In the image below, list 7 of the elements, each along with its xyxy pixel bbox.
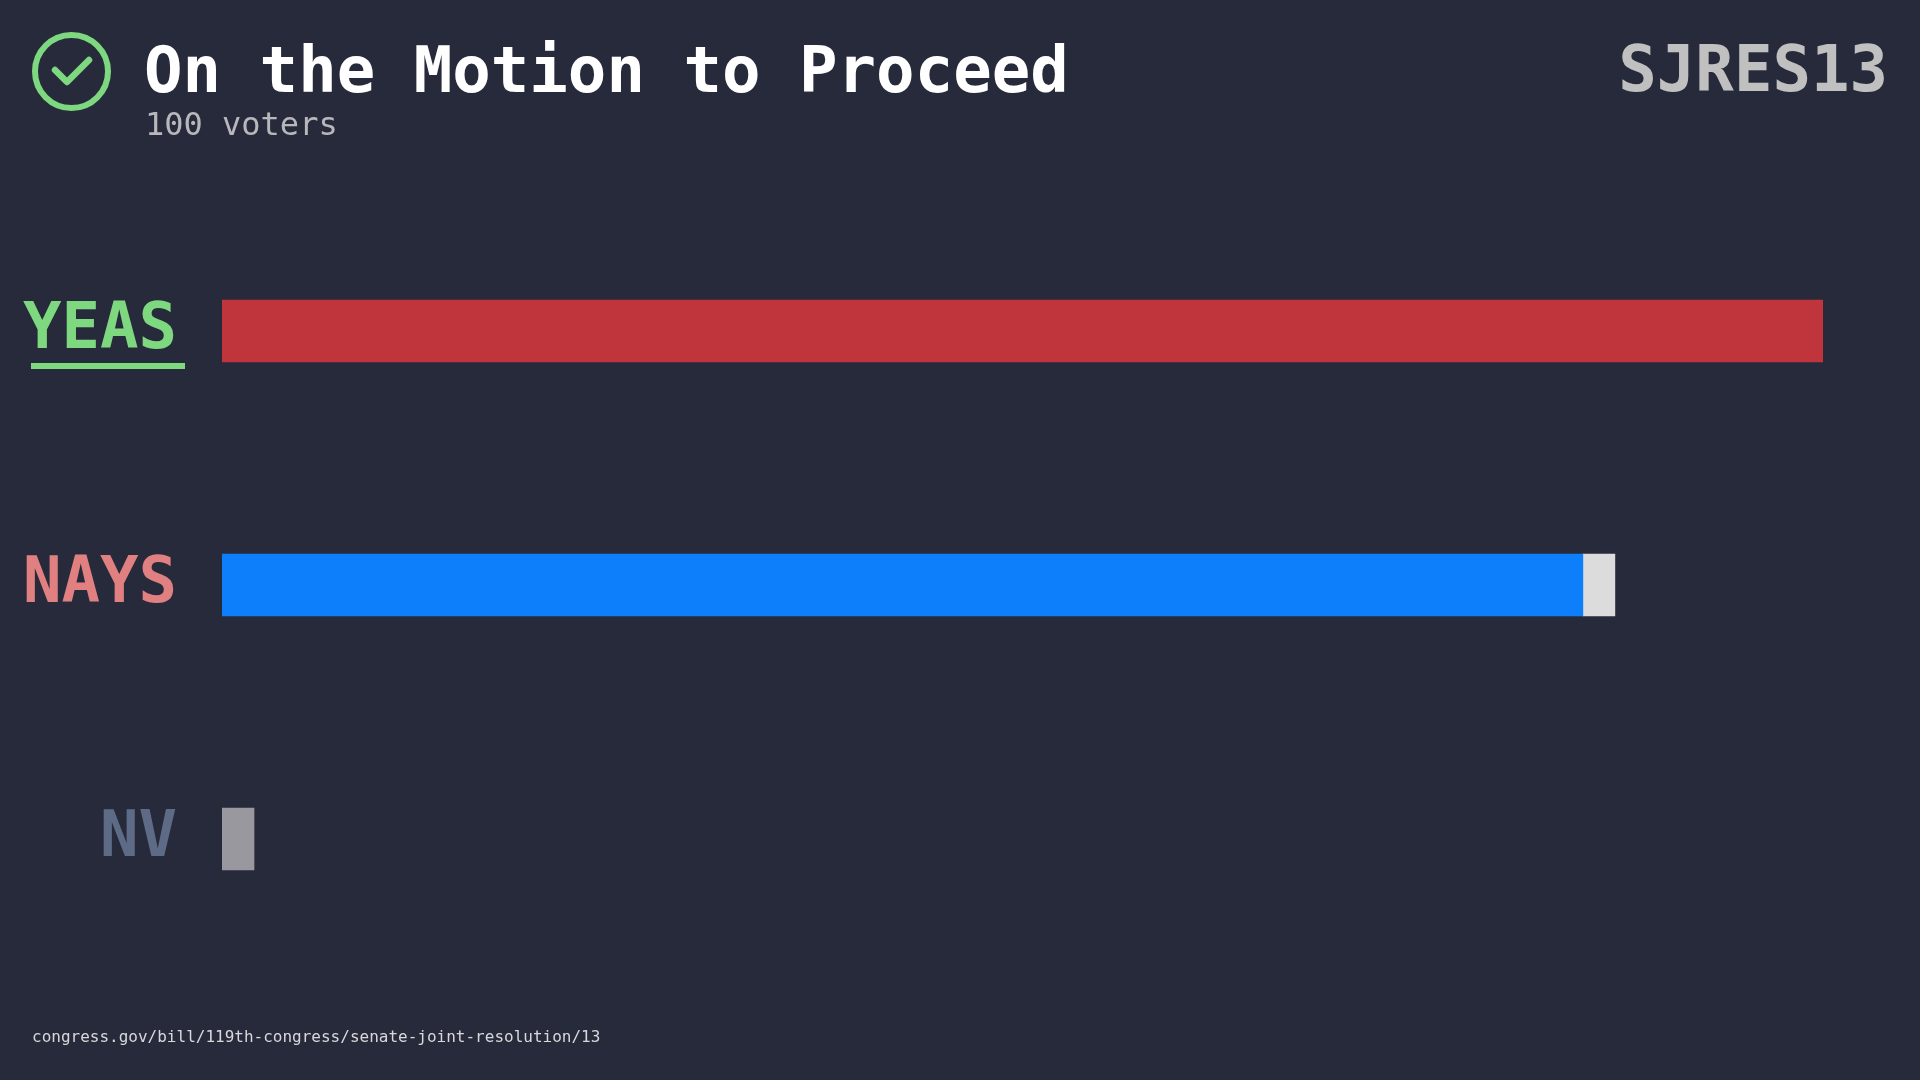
y-tick-label: YEAS — [22, 288, 177, 363]
y-tick-label: NV — [99, 796, 177, 871]
chart-title: On the Motion to Proceed — [144, 33, 1069, 107]
chart-subtitle: 100 voters — [145, 105, 338, 143]
y-tick-label: NAYS — [22, 542, 177, 617]
text: SJRES13 — [1618, 32, 1888, 106]
text: congress.gov/bill/119th-congress/senate-joint-resolution/13 — [32, 1027, 601, 1046]
